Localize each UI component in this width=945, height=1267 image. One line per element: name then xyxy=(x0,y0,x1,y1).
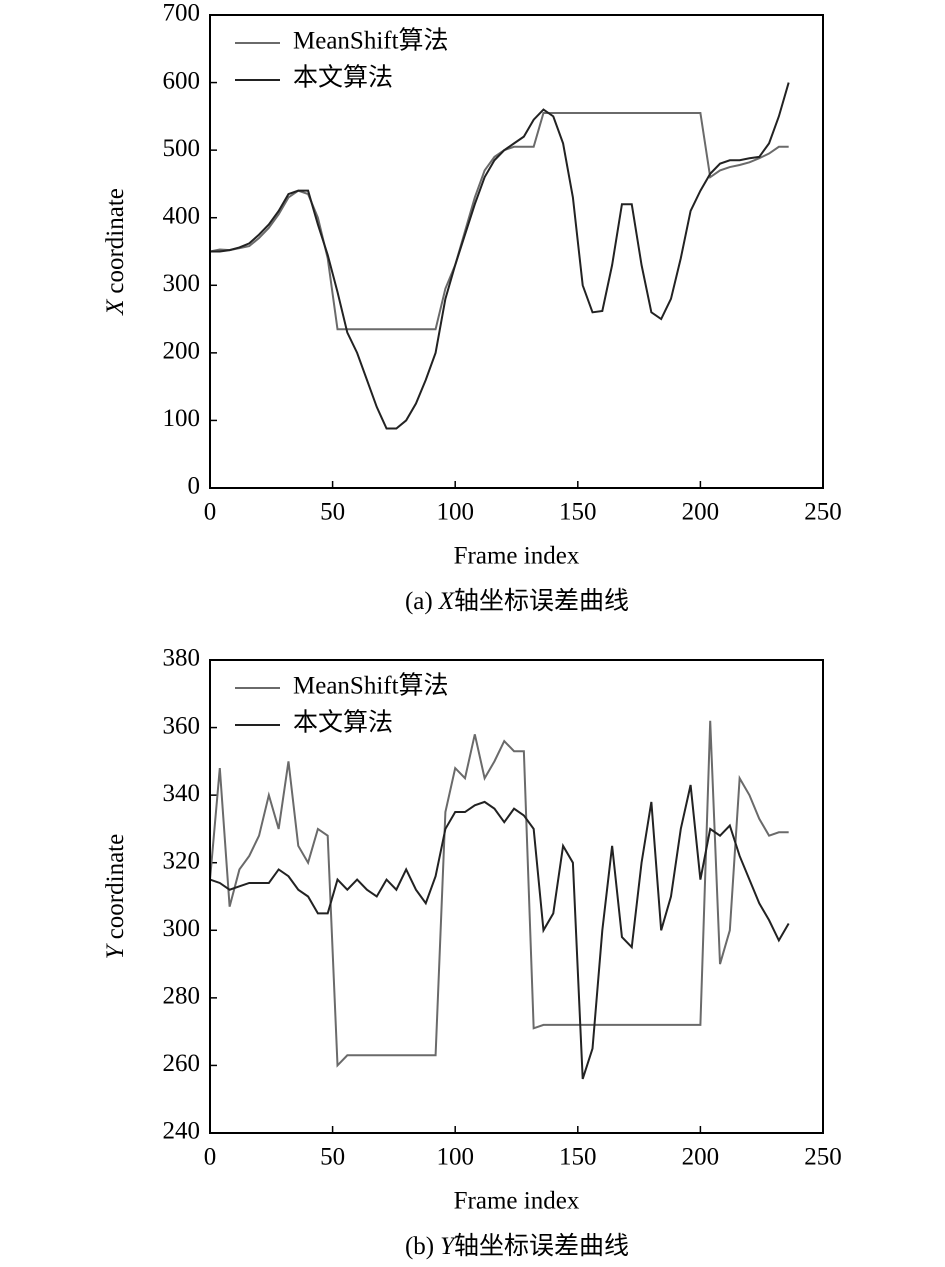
caption-text: 轴坐标误差曲线 xyxy=(454,1232,629,1260)
caption-var: X xyxy=(438,588,456,615)
chart: 0 50 100 150 200 250 240 260 280 300 320 340 360 380 M… xyxy=(102,645,842,1260)
legend-label: MeanShift算法 xyxy=(293,672,449,700)
y-tick-label: 280 xyxy=(163,983,201,1010)
y-tick-label: 320 xyxy=(163,847,201,874)
series-line xyxy=(210,82,790,430)
x-tick-label: 200 xyxy=(682,499,720,526)
y-tick-label: 360 xyxy=(163,712,201,739)
x-tick-label: 150 xyxy=(559,499,597,526)
y-axis-text: coordinate xyxy=(102,834,129,940)
series-line xyxy=(209,784,790,1080)
y-axis-text: coordinate xyxy=(102,188,129,294)
y-tick-label: 500 xyxy=(163,135,201,162)
y-axis-var: X xyxy=(102,298,129,316)
x-tick-label: 0 xyxy=(204,499,217,526)
x-tick-label: 0 xyxy=(204,1144,217,1171)
x-tick-label: 250 xyxy=(804,1144,842,1171)
y-tick-label: 240 xyxy=(163,1118,201,1145)
y-tick-label: 300 xyxy=(163,915,201,942)
y-axis-label: Xcoordinate xyxy=(102,188,129,316)
x-tick-label: 100 xyxy=(436,1144,474,1171)
caption: (b) Y轴坐标误差曲线 xyxy=(405,1232,629,1260)
y-tick-label: 200 xyxy=(163,338,201,365)
series-line xyxy=(209,720,789,1068)
y-tick-label: 600 xyxy=(163,67,201,94)
x-tick-label: 150 xyxy=(559,1144,597,1171)
series-line xyxy=(209,111,789,331)
y-tick-label: 400 xyxy=(163,202,201,229)
plot-frame xyxy=(209,659,824,1134)
y-tick-label: 380 xyxy=(163,645,201,672)
y-axis-var: Y xyxy=(102,942,129,959)
y-tick-label: 260 xyxy=(163,1050,201,1077)
x-tick-label: 250 xyxy=(804,499,842,526)
x-tick-label: 200 xyxy=(682,1144,720,1171)
caption-prefix: (b) xyxy=(405,1233,434,1260)
legend-label: MeanShift算法 xyxy=(293,27,449,55)
plot-frame xyxy=(209,14,824,489)
y-axis-label: Ycoordinate xyxy=(102,834,129,959)
y-tick-label: 0 xyxy=(188,473,201,500)
y-tick-label: 300 xyxy=(163,270,201,297)
caption-var: Y xyxy=(440,1233,457,1260)
y-tick-label: 700 xyxy=(163,0,201,27)
y-tick-label: 340 xyxy=(163,780,201,807)
x-axis-label: Frame index xyxy=(454,543,580,570)
caption-text: 轴坐标误差曲线 xyxy=(454,587,629,615)
x-axis-label: Frame index xyxy=(454,1188,580,1215)
caption-prefix: (a) xyxy=(405,588,433,615)
x-tick-label: 50 xyxy=(320,499,345,526)
legend-label: 本文算法 xyxy=(293,709,393,737)
legend-label: 本文算法 xyxy=(293,64,393,92)
chart: 0 50 100 150 200 250 0 100 200 300 400 500 600 700 Mea… xyxy=(102,0,842,615)
caption: (a) X轴坐标误差曲线 xyxy=(405,587,629,615)
x-tick-label: 100 xyxy=(436,499,474,526)
y-tick-label: 100 xyxy=(163,405,201,432)
x-tick-label: 50 xyxy=(320,1144,345,1171)
